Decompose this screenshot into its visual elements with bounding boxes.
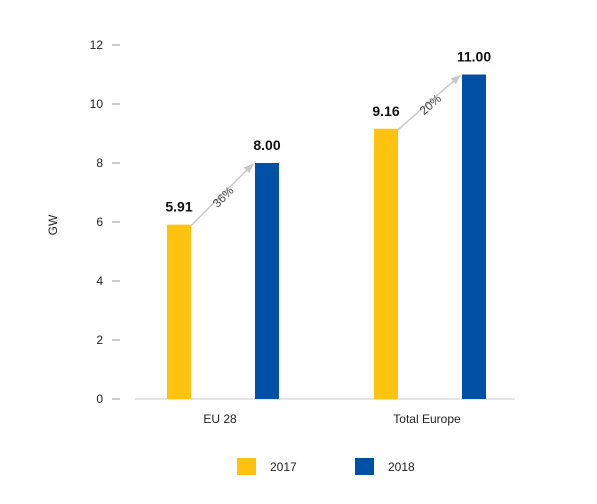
y-tick-label: 6 — [96, 215, 103, 229]
data-label: 5.91 — [165, 199, 192, 215]
y-axis-title: GW — [46, 214, 60, 235]
legend-swatch-2018 — [355, 458, 374, 475]
bar-2017-1 — [374, 128, 398, 399]
growth-percent-label: 20% — [417, 91, 445, 118]
data-label: 8.00 — [253, 137, 280, 153]
data-label: 11.00 — [457, 49, 491, 65]
y-axis: 0 2 4 6 8 10 12 — [90, 38, 515, 406]
legend-label: 2017 — [270, 460, 297, 474]
y-tick-label: 8 — [96, 156, 103, 170]
y-tick-label: 0 — [96, 392, 103, 406]
x-category-label: Total Europe — [393, 412, 461, 426]
bar-2018-0 — [255, 163, 279, 399]
bar-2017-0 — [167, 224, 191, 399]
bar-2018-1 — [462, 74, 486, 399]
growth-annotations: 36% 20% — [190, 74, 461, 227]
y-tick-label: 4 — [96, 274, 103, 288]
y-tick-label: 10 — [90, 97, 104, 111]
growth-percent-label: 36% — [210, 183, 237, 210]
legend: 2017 2018 — [237, 458, 415, 475]
bars: 5.91 9.16 8.00 11.00 — [165, 49, 491, 399]
category-labels: EU 28 Total Europe — [203, 412, 461, 426]
y-tick-label: 2 — [96, 333, 103, 347]
growth-arrow — [397, 74, 461, 131]
legend-swatch-2017 — [237, 458, 256, 475]
legend-label: 2018 — [388, 460, 415, 474]
growth-arrow — [190, 163, 254, 227]
data-label: 9.16 — [372, 103, 399, 119]
y-tick-label: 12 — [90, 38, 104, 52]
x-category-label: EU 28 — [203, 412, 237, 426]
